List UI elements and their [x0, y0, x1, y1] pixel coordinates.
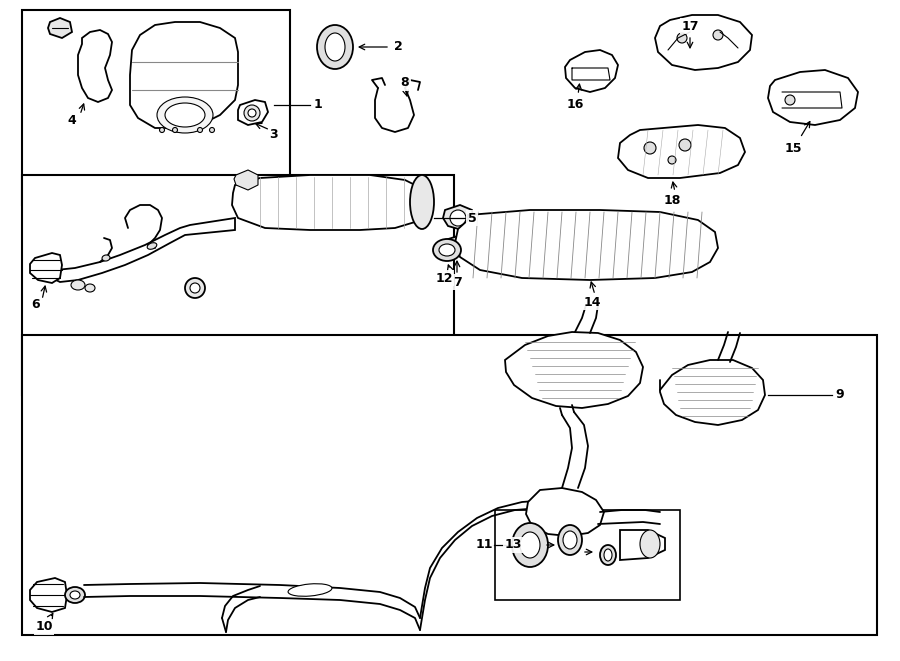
Text: 13: 13 [504, 539, 522, 551]
Text: 5: 5 [468, 212, 476, 225]
Ellipse shape [600, 545, 616, 565]
Ellipse shape [640, 530, 660, 558]
Text: 14: 14 [583, 295, 601, 309]
Bar [22, 335, 877, 635]
Text: 6: 6 [32, 299, 40, 311]
Text: 15: 15 [784, 141, 802, 155]
Ellipse shape [450, 240, 464, 254]
Text: 12: 12 [436, 272, 453, 284]
Text: 3: 3 [270, 128, 278, 141]
Ellipse shape [604, 549, 612, 561]
Text: 2: 2 [393, 40, 402, 54]
Circle shape [644, 142, 656, 154]
Ellipse shape [71, 280, 85, 290]
Circle shape [248, 109, 256, 117]
Ellipse shape [148, 243, 157, 249]
Polygon shape [620, 530, 665, 560]
Ellipse shape [439, 244, 455, 256]
Polygon shape [455, 210, 718, 280]
Ellipse shape [165, 103, 205, 127]
Circle shape [159, 128, 165, 132]
Text: 18: 18 [663, 194, 680, 206]
Ellipse shape [65, 587, 85, 603]
Circle shape [210, 128, 214, 132]
Ellipse shape [433, 239, 461, 261]
Polygon shape [52, 218, 235, 282]
Ellipse shape [288, 584, 332, 596]
Circle shape [679, 139, 691, 151]
Polygon shape [30, 253, 62, 283]
Polygon shape [505, 332, 643, 408]
Text: 16: 16 [566, 98, 584, 112]
Ellipse shape [325, 33, 345, 61]
Ellipse shape [157, 97, 213, 133]
Polygon shape [565, 50, 618, 92]
Polygon shape [30, 578, 67, 612]
Bar [495, 510, 680, 600]
Polygon shape [655, 15, 752, 70]
Circle shape [185, 278, 205, 298]
Polygon shape [660, 360, 765, 425]
Circle shape [677, 33, 687, 43]
Polygon shape [78, 30, 112, 102]
Polygon shape [234, 170, 258, 190]
Bar [22, 175, 454, 395]
Polygon shape [526, 488, 604, 536]
Polygon shape [443, 205, 474, 230]
Circle shape [197, 128, 202, 132]
Ellipse shape [317, 25, 353, 69]
Polygon shape [130, 22, 238, 128]
Text: 11: 11 [475, 539, 493, 551]
Circle shape [668, 156, 676, 164]
Circle shape [190, 283, 200, 293]
Text: 4: 4 [68, 114, 76, 126]
Ellipse shape [558, 525, 582, 555]
Text: 17: 17 [681, 20, 698, 32]
Ellipse shape [512, 523, 548, 567]
Ellipse shape [70, 591, 80, 599]
Circle shape [173, 128, 177, 132]
Ellipse shape [85, 284, 95, 292]
Text: 1: 1 [313, 98, 322, 112]
Circle shape [244, 105, 260, 121]
Ellipse shape [410, 175, 434, 229]
Text: 7: 7 [453, 276, 462, 288]
Text: 10: 10 [35, 621, 53, 633]
Text: 9: 9 [836, 389, 844, 401]
Ellipse shape [102, 255, 110, 261]
Circle shape [713, 30, 723, 40]
Polygon shape [768, 70, 858, 125]
Polygon shape [618, 125, 745, 178]
Ellipse shape [520, 532, 540, 558]
Bar [22, 10, 290, 205]
Text: 8: 8 [400, 77, 410, 89]
Ellipse shape [450, 210, 466, 226]
Polygon shape [232, 175, 430, 230]
Ellipse shape [563, 531, 577, 549]
Polygon shape [238, 100, 268, 125]
Polygon shape [48, 18, 72, 38]
Circle shape [785, 95, 795, 105]
Polygon shape [443, 236, 470, 256]
